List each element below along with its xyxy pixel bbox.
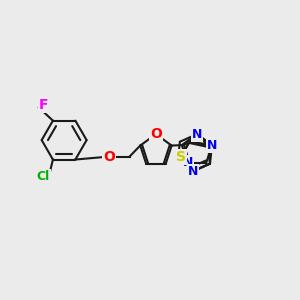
Text: N: N [173,154,183,167]
Text: N: N [188,165,198,178]
Text: N: N [192,128,202,141]
Text: F: F [39,98,49,112]
Text: O: O [103,150,115,164]
Text: Cl: Cl [36,170,50,183]
Text: N: N [207,139,217,152]
Text: O: O [150,127,162,141]
Text: S: S [176,150,185,164]
Text: N: N [182,156,193,169]
